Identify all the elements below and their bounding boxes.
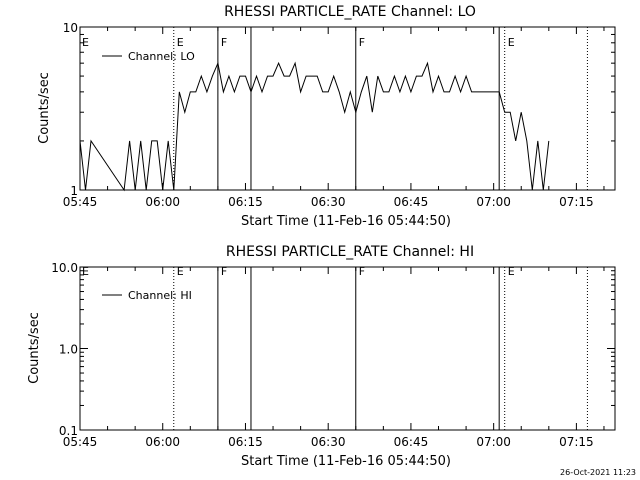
hi-x-tick-label: 05:45 [63,435,98,449]
hi-x-tick-label: 06:30 [311,435,346,449]
lo-y-tick-label: 10 [63,21,78,35]
lo-flag-marker: E [508,36,515,49]
lo-chart-title: RHESSI PARTICLE_RATE Channel: LO [224,4,476,20]
hi-y-tick-label: 0.1 [59,424,78,438]
lo-x-tick-label: 07:15 [559,195,594,209]
lo-x-tick-label: 06:30 [311,195,346,209]
lo-flag-marker: F [359,36,365,49]
hi-flag-marker: E [508,265,515,278]
lo-channel-panel: RHESSI PARTICLE_RATE Channel: LO Start T… [37,4,616,229]
hi-flag-marker: E [177,265,184,278]
lo-x-tick-label: 07:00 [476,195,511,209]
lo-series-line [79,61,550,192]
hi-flag-marker: E [82,265,89,278]
hi-y-axis-label: Counts/sec [27,312,42,384]
hi-y-tick-label: 10.0 [51,261,78,275]
lo-y-axis-label: Counts/sec [37,72,52,144]
hi-flag-marker: F [221,265,227,278]
hi-x-tick-label: 06:00 [145,435,180,449]
hi-x-tick-label: 06:15 [228,435,263,449]
lo-x-tick-label: 06:45 [394,195,429,209]
hi-x-tick-label: 07:15 [559,435,594,449]
lo-flag-marker: E [82,36,89,49]
hi-channel-panel: RHESSI PARTICLE_RATE Channel: HI Start T… [27,244,616,469]
lo-plot-frame [79,26,616,191]
hi-legend-label: Channel: HI [128,289,192,302]
lo-y-tick-label: 1 [70,184,78,198]
hi-x-tick-label: 06:45 [394,435,429,449]
lo-x-tick-label: 06:00 [145,195,180,209]
hi-x-axis-label: Start Time (11-Feb-16 05:44:50) [241,454,451,469]
lo-x-tick-label: 05:45 [63,195,98,209]
hi-chart-title: RHESSI PARTICLE_RATE Channel: HI [226,244,474,260]
lo-x-axis-label: Start Time (11-Feb-16 05:44:50) [241,214,451,229]
hi-flag-marker: F [359,265,365,278]
lo-flag-marker: F [221,36,227,49]
hi-x-tick-label: 07:00 [476,435,511,449]
lo-legend-label: Channel: LO [128,50,195,63]
generation-timestamp: 26-Oct-2021 11:23 [560,468,636,477]
lo-flag-marker: E [177,36,184,49]
hi-y-tick-label: 1.0 [59,343,78,357]
lo-x-tick-label: 06:15 [228,195,263,209]
